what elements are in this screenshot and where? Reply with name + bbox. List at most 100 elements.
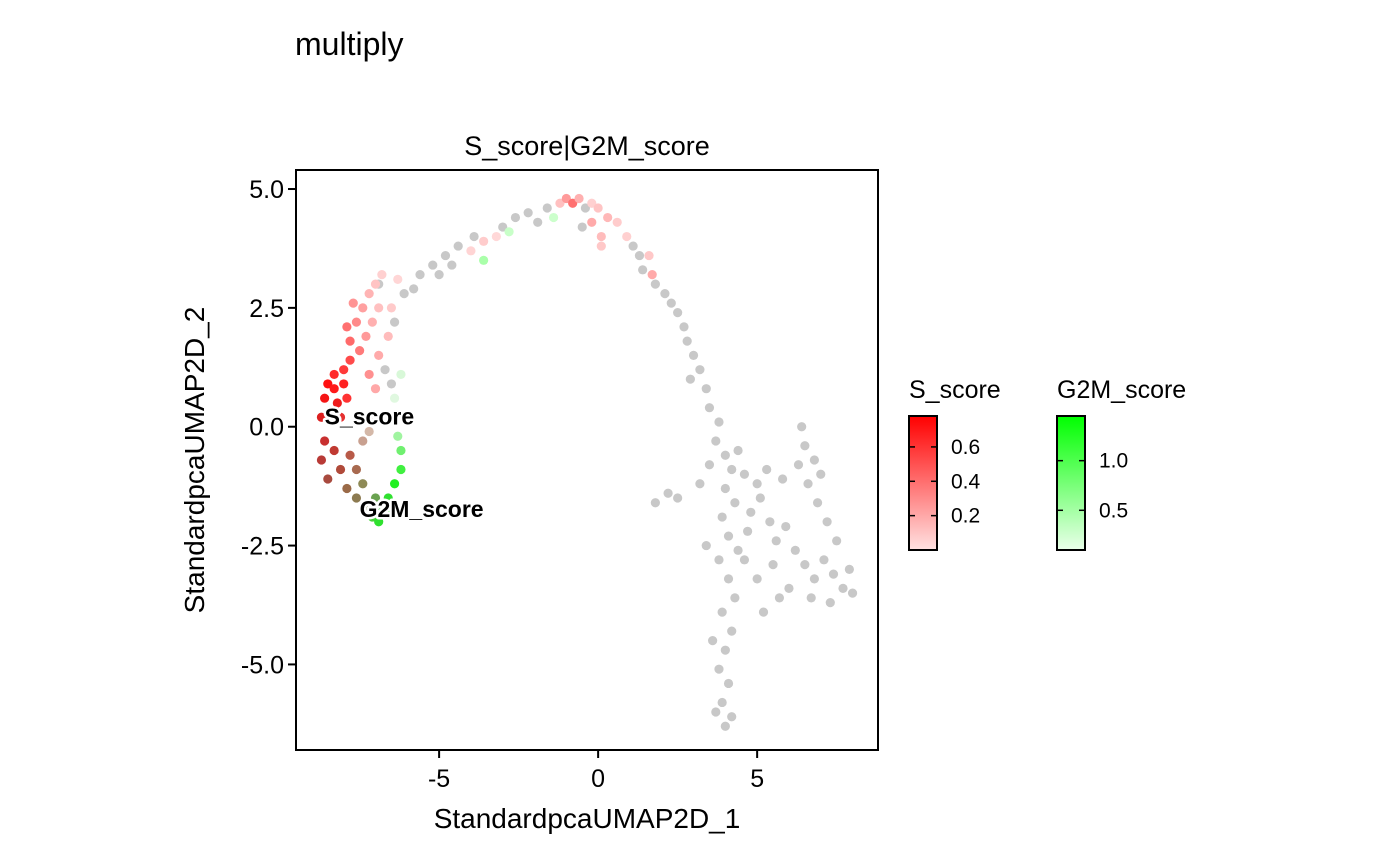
scatter-point: [542, 203, 552, 213]
point-labels: S_score G2M_score: [322, 401, 486, 525]
scatter-point: [316, 455, 327, 465]
point-label: G2M_score: [360, 496, 484, 522]
scatter-point: [386, 507, 397, 517]
scatter-point: [326, 407, 336, 418]
scatter-point: [806, 593, 816, 603]
scatter-point: [723, 531, 734, 541]
scatter-point: [358, 303, 368, 313]
scatter-point: [711, 707, 721, 717]
x-axis-label: StandardpcaUMAP2D_1: [434, 803, 741, 834]
scatter-point: [733, 545, 743, 555]
scatter-point: [358, 436, 368, 446]
scatter-point: [351, 464, 362, 475]
y-tick-label: 2.5: [249, 295, 284, 323]
scatter-point: [367, 317, 377, 327]
scatter-point: [673, 308, 683, 318]
scatter-point: [650, 498, 660, 508]
y-tick-label: -2.5: [241, 533, 284, 561]
scatter-point: [345, 355, 355, 365]
scatter-point: [374, 303, 384, 313]
scatter-point: [593, 203, 603, 213]
scatter-point: [679, 322, 689, 332]
scatter-point: [351, 493, 362, 503]
scatter-point: [727, 712, 737, 722]
scatter-point: [351, 317, 362, 327]
scatter-point: [339, 379, 349, 389]
scatter-point: [723, 574, 734, 584]
scatter-point: [523, 208, 533, 218]
scatter-point: [784, 583, 794, 593]
scatter-point: [561, 193, 571, 204]
scatter-point: [720, 721, 730, 731]
scatter-point: [434, 269, 444, 280]
legend-tick-label: 1.0: [1099, 450, 1128, 473]
legend-g2m-score: G2M_score 0.5 1.0: [1056, 376, 1186, 551]
scatter-point: [765, 517, 775, 527]
scatter-point: [634, 250, 645, 261]
scatter-point: [596, 241, 606, 251]
scatter-point: [704, 460, 715, 470]
scatter-point: [711, 436, 721, 446]
scatter-point: [377, 507, 387, 517]
scatter-point: [752, 479, 762, 489]
scatter-point: [708, 636, 718, 646]
scatter-point: [720, 645, 730, 655]
scatter-point: [329, 369, 339, 380]
scatter-point: [762, 464, 772, 475]
scatter-point: [781, 521, 791, 532]
scatter-point: [440, 250, 451, 261]
scatter-point: [650, 279, 660, 289]
scatter-point: [844, 564, 854, 574]
scatter-point: [367, 512, 377, 522]
scatter-point: [399, 289, 409, 299]
scatter-point: [768, 559, 778, 570]
scatter-point: [714, 417, 724, 427]
scatter-point: [800, 441, 810, 451]
scatter-point: [345, 450, 355, 460]
scatter-point: [730, 498, 740, 508]
scatter-point: [335, 412, 346, 422]
plot-border: [295, 169, 879, 751]
point-label: S_score: [325, 403, 415, 429]
scatter-point: [342, 483, 352, 494]
scatter-point: [647, 269, 657, 280]
scatter-point: [638, 265, 648, 275]
scatter-point: [364, 289, 374, 299]
scatter-point: [342, 393, 352, 403]
scatter-point: [727, 464, 737, 475]
legend-s-score-title: S_score: [909, 376, 1001, 404]
figure-title: multiply: [295, 26, 403, 62]
scatter-point: [374, 350, 384, 361]
scatter-point: [644, 250, 654, 261]
scatter-point: [720, 483, 730, 494]
scatter-point: [720, 450, 730, 460]
scatter-point: [504, 227, 514, 237]
legend-tick-label: 0.6: [951, 436, 980, 459]
scatter-point: [364, 369, 374, 380]
scatter-point: [415, 269, 425, 280]
scatter-point: [361, 502, 371, 513]
scatter-point: [666, 298, 676, 308]
scatter-point: [673, 493, 683, 503]
scatter-point: [396, 445, 406, 456]
scatter-point: [386, 303, 397, 313]
scatter-point: [396, 369, 406, 380]
scatter-point: [510, 212, 521, 223]
scatter-point: [577, 222, 587, 232]
scatter-point: [428, 260, 438, 270]
x-axis: -5 0 5: [428, 750, 764, 793]
scatter-point: [800, 559, 810, 570]
scatter-point: [695, 479, 705, 489]
scatter-point: [717, 607, 727, 617]
y-tick-label: 5.0: [249, 176, 284, 204]
scatter-point: [323, 379, 333, 389]
scatter-point: [733, 445, 743, 456]
scatter-point: [622, 231, 632, 242]
scatter-point: [663, 488, 673, 498]
scatter-point: [717, 512, 727, 522]
scatter-point: [847, 588, 858, 598]
scatter-point: [596, 231, 606, 242]
scatter-point: [612, 217, 622, 227]
scatter-point: [370, 412, 381, 422]
